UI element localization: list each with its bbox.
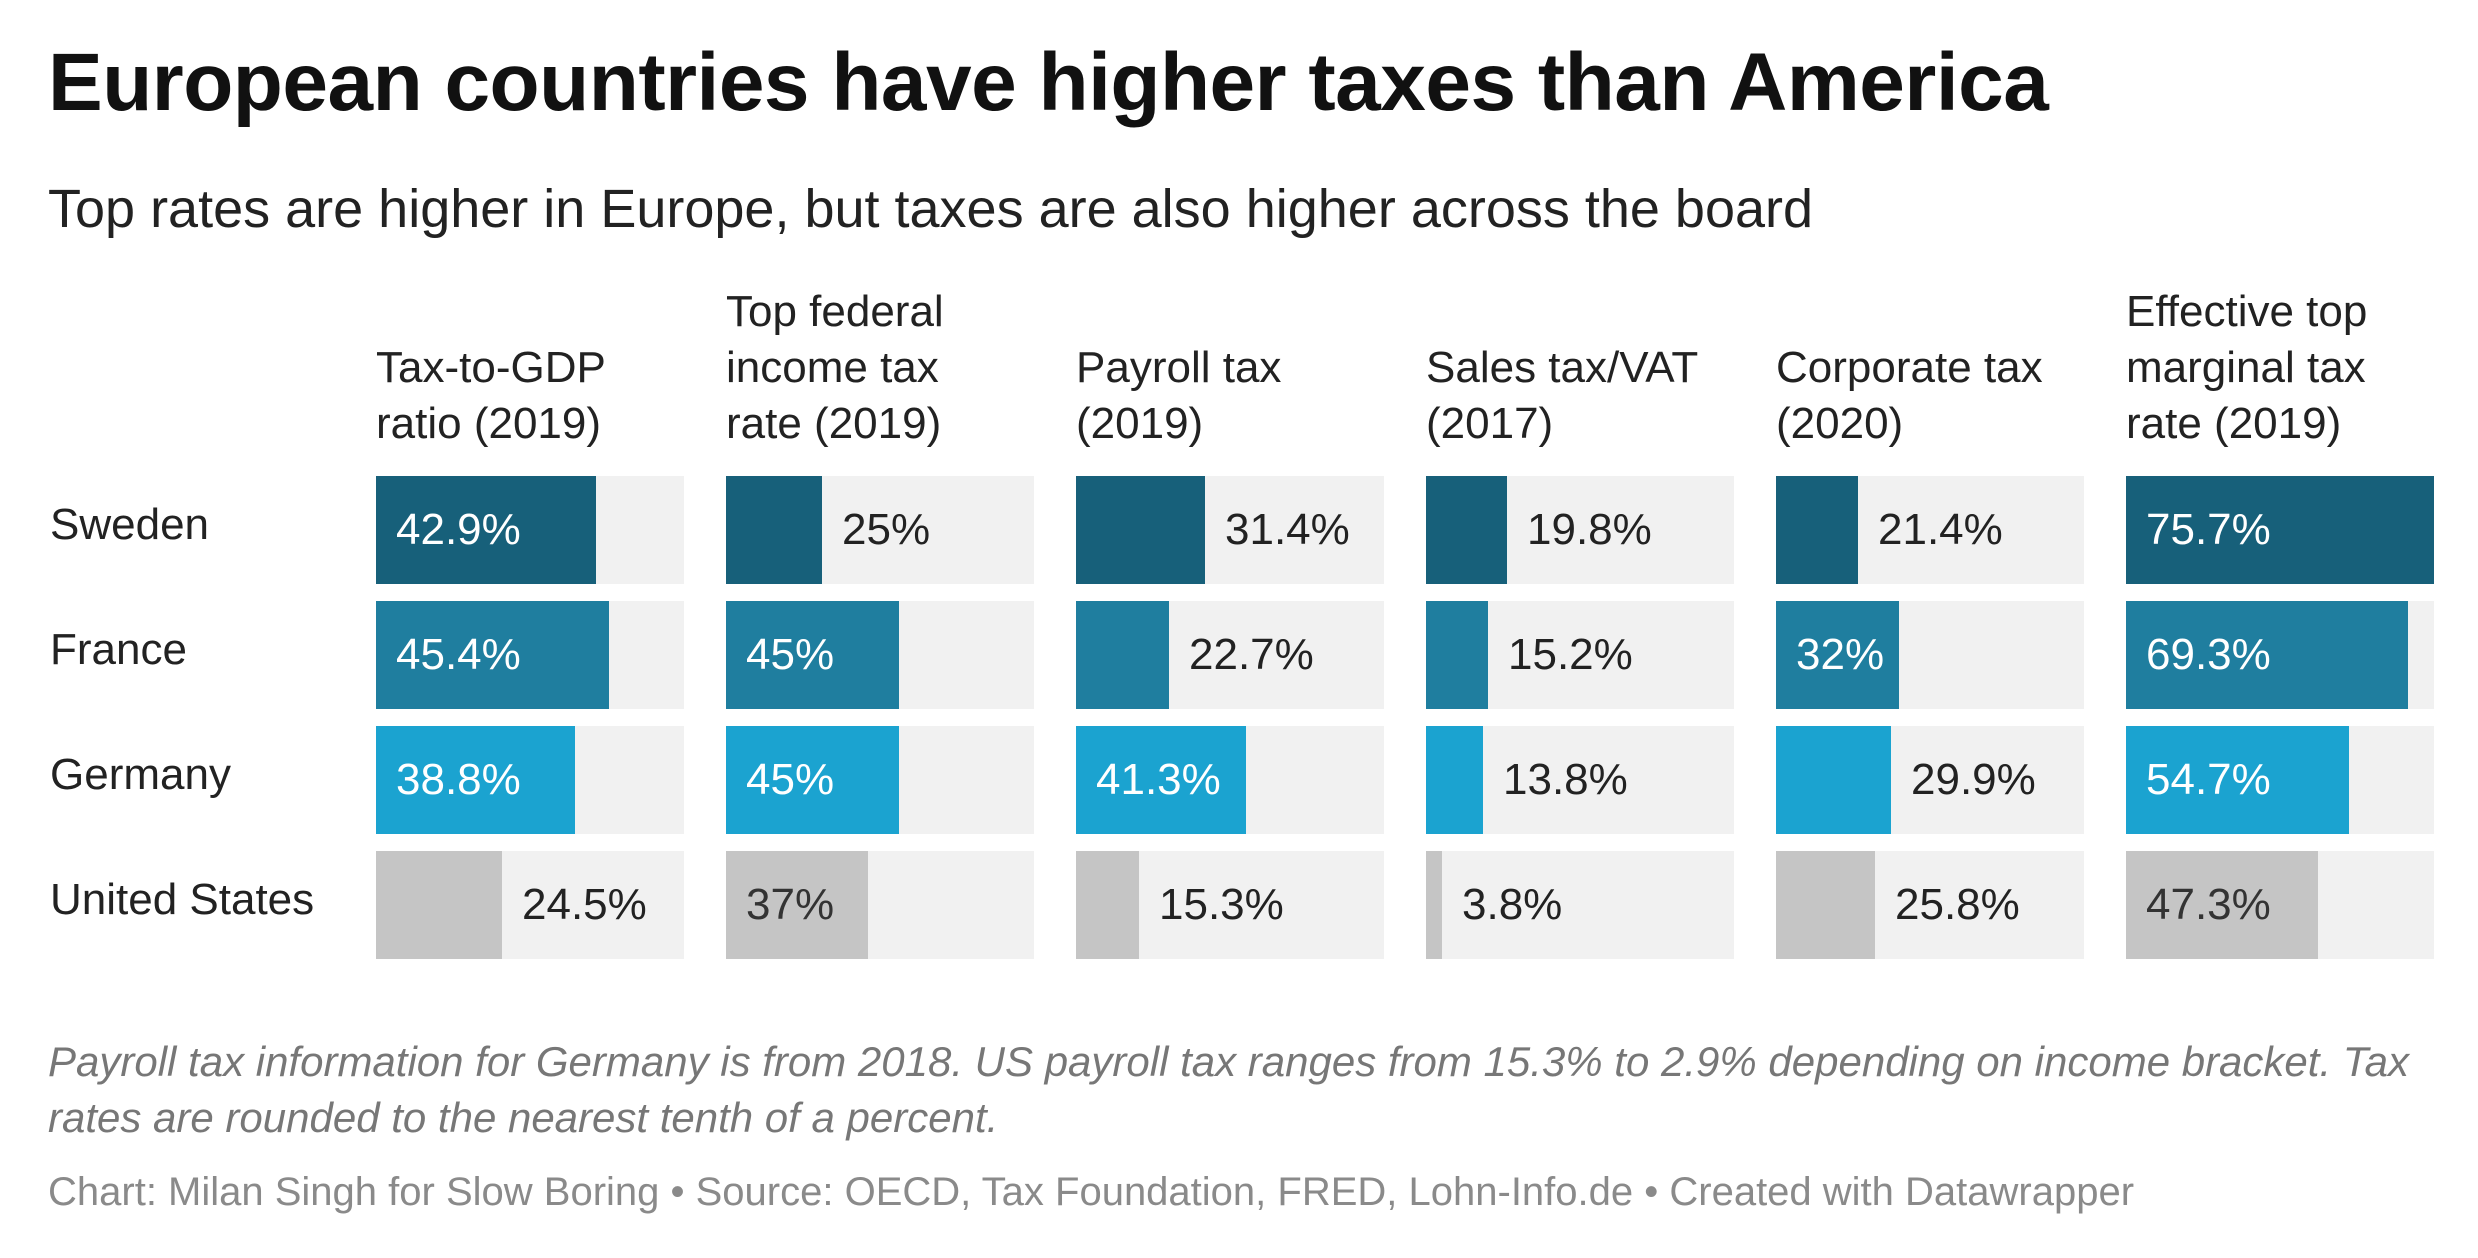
value-label-germany-col3: 41.3% — [1096, 755, 1221, 804]
row-label-france: France — [50, 625, 187, 674]
bar-united-states-col1 — [376, 851, 502, 959]
column-header-2: Top federal income tax rate (2019) — [726, 287, 944, 448]
value-label-united-states-col2: 37% — [746, 880, 835, 929]
bar-sweden-col3 — [1076, 476, 1205, 584]
source-credit: Chart: Milan Singh for Slow Boring • Sou… — [48, 1170, 2135, 1214]
cell-germany-col6: 54.7% — [2126, 726, 2434, 834]
cell-sweden-col4: 19.8% — [1426, 476, 1734, 584]
cell-germany-col5: 29.9% — [1776, 726, 2084, 834]
value-label-united-states-col4: 3.8% — [1462, 880, 1563, 929]
bar-united-states-col2 — [726, 851, 868, 959]
row-label-germany: Germany — [50, 750, 231, 799]
bar-sweden-col1 — [376, 476, 596, 584]
bar-sweden-col2 — [726, 476, 822, 584]
cell-germany-col4: 13.8% — [1426, 726, 1734, 834]
column-header-4: Sales tax/VAT (2017) — [1426, 343, 1699, 448]
column-header-5: Corporate tax (2020) — [1776, 343, 2043, 448]
cell-sweden-col3: 31.4% — [1076, 476, 1384, 584]
value-label-united-states-col1: 24.5% — [522, 880, 647, 929]
chart-subtitle: Top rates are higher in Europe, but taxe… — [48, 179, 1814, 239]
cell-germany-col2: 45% — [726, 726, 1034, 834]
cell-germany-col1: 38.8% — [376, 726, 684, 834]
bar-sweden-col5 — [1776, 476, 1858, 584]
cell-sweden-col2: 25% — [726, 476, 1034, 584]
value-label-sweden-col5: 21.4% — [1878, 505, 2003, 554]
value-label-germany-col2: 45% — [746, 755, 835, 804]
bar-france-col4 — [1426, 601, 1488, 709]
bar-united-states-col3 — [1076, 851, 1139, 959]
value-label-sweden-col1: 42.9% — [396, 505, 521, 554]
bar-germany-col5 — [1776, 726, 1891, 834]
cell-sweden-col6: 75.7% — [2126, 476, 2434, 584]
value-label-france-col3: 22.7% — [1189, 630, 1314, 679]
value-label-sweden-col4: 19.8% — [1527, 505, 1652, 554]
cell-france-col3: 22.7% — [1076, 601, 1384, 709]
value-label-france-col5: 32% — [1796, 630, 1885, 679]
value-label-sweden-col2: 25% — [842, 505, 931, 554]
value-label-france-col1: 45.4% — [396, 630, 521, 679]
cell-sweden-col5: 21.4% — [1776, 476, 2084, 584]
cell-united-states-col3: 15.3% — [1076, 851, 1384, 959]
bar-germany-col6 — [2126, 726, 2349, 834]
tax-table: Tax-to-GDP ratio (2019) Top federal incom… — [50, 287, 2434, 959]
bar-france-col2 — [726, 601, 899, 709]
value-label-sweden-col3: 31.4% — [1225, 505, 1350, 554]
column-header-6: Effective top marginal tax rate (2019) — [2126, 287, 2368, 448]
cell-france-col2: 45% — [726, 601, 1034, 709]
value-label-germany-col1: 38.8% — [396, 755, 521, 804]
column-header-3: Payroll tax (2019) — [1076, 343, 1282, 448]
cell-france-col1: 45.4% — [376, 601, 684, 709]
cell-france-col5: 32% — [1776, 601, 2084, 709]
cell-france-col6: 69.3% — [2126, 601, 2434, 709]
footnote: Payroll tax information for Germany is f… — [48, 1038, 2409, 1141]
bar-germany-col4 — [1426, 726, 1483, 834]
cell-united-states-col4: 3.8% — [1426, 851, 1734, 959]
bar-france-col5 — [1776, 601, 1899, 709]
value-label-germany-col4: 13.8% — [1503, 755, 1628, 804]
cell-united-states-col6: 47.3% — [2126, 851, 2434, 959]
value-label-united-states-col6: 47.3% — [2146, 880, 2271, 929]
value-label-germany-col5: 29.9% — [1911, 755, 2036, 804]
cell-sweden-col1: 42.9% — [376, 476, 684, 584]
bar-united-states-col4 — [1426, 851, 1442, 959]
bar-germany-col1 — [376, 726, 575, 834]
chart-title: European countries have higher taxes tha… — [48, 37, 2049, 128]
value-label-germany-col6: 54.7% — [2146, 755, 2271, 804]
bar-sweden-col4 — [1426, 476, 1507, 584]
bar-united-states-col6 — [2126, 851, 2318, 959]
value-label-sweden-col6: 75.7% — [2146, 505, 2271, 554]
bar-united-states-col5 — [1776, 851, 1875, 959]
cell-germany-col3: 41.3% — [1076, 726, 1384, 834]
bar-france-col1 — [376, 601, 609, 709]
value-label-united-states-col5: 25.8% — [1895, 880, 2020, 929]
bar-france-col6 — [2126, 601, 2408, 709]
cell-united-states-col5: 25.8% — [1776, 851, 2084, 959]
bar-germany-col3 — [1076, 726, 1246, 834]
cell-united-states-col2: 37% — [726, 851, 1034, 959]
value-label-united-states-col3: 15.3% — [1159, 880, 1284, 929]
column-header-1: Tax-to-GDP ratio (2019) — [376, 343, 606, 448]
row-label-united-states: United States — [50, 875, 315, 924]
value-label-france-col4: 15.2% — [1508, 630, 1633, 679]
bar-germany-col2 — [726, 726, 899, 834]
cell-united-states-col1: 24.5% — [376, 851, 684, 959]
bar-sweden-col6 — [2126, 476, 2434, 584]
bar-france-col3 — [1076, 601, 1169, 709]
value-label-france-col2: 45% — [746, 630, 835, 679]
cell-france-col4: 15.2% — [1426, 601, 1734, 709]
row-label-sweden: Sweden — [50, 500, 210, 549]
value-label-france-col6: 69.3% — [2146, 630, 2271, 679]
